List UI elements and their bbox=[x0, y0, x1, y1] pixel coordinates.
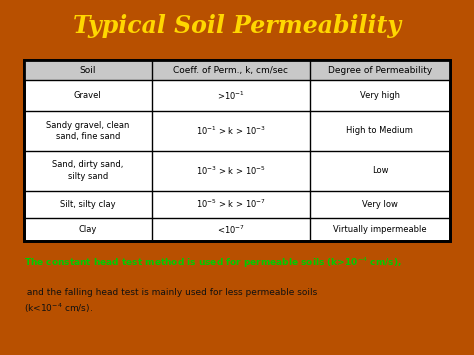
Text: Low: Low bbox=[372, 166, 388, 175]
Text: Silt, silty clay: Silt, silty clay bbox=[60, 200, 116, 209]
Text: High to Medium: High to Medium bbox=[346, 126, 413, 136]
Text: Gravel: Gravel bbox=[74, 91, 101, 100]
Text: Sand, dirty sand,
silty sand: Sand, dirty sand, silty sand bbox=[52, 160, 123, 181]
Text: Very high: Very high bbox=[360, 91, 400, 100]
Text: 10$^{-5}$ > k > 10$^{-7}$: 10$^{-5}$ > k > 10$^{-7}$ bbox=[196, 198, 265, 211]
Text: The constant head test method is used for permeable soils (k>10$^{-4}$ cm/s),: The constant head test method is used fo… bbox=[24, 256, 401, 270]
FancyBboxPatch shape bbox=[24, 60, 450, 80]
Text: Degree of Permeability: Degree of Permeability bbox=[328, 66, 432, 75]
Text: <10$^{-7}$: <10$^{-7}$ bbox=[217, 223, 245, 236]
Text: Soil: Soil bbox=[80, 66, 96, 75]
Text: Typical Soil Permeability: Typical Soil Permeability bbox=[73, 14, 401, 38]
Text: Virtually impermeable: Virtually impermeable bbox=[333, 225, 427, 234]
Text: Clay: Clay bbox=[79, 225, 97, 234]
Text: Coeff. of Perm., k, cm/sec: Coeff. of Perm., k, cm/sec bbox=[173, 66, 288, 75]
Text: Very low: Very low bbox=[362, 200, 398, 209]
Text: 10$^{-1}$ > k > 10$^{-3}$: 10$^{-1}$ > k > 10$^{-3}$ bbox=[196, 125, 265, 137]
Text: >10$^{-1}$: >10$^{-1}$ bbox=[217, 89, 245, 102]
Text: Sandy gravel, clean
sand, fine sand: Sandy gravel, clean sand, fine sand bbox=[46, 121, 129, 141]
FancyBboxPatch shape bbox=[24, 60, 450, 241]
Text: 10$^{-3}$ > k > 10$^{-5}$: 10$^{-3}$ > k > 10$^{-5}$ bbox=[196, 165, 265, 177]
Text: and the falling head test is mainly used for less permeable soils
(k<10$^{-4}$ c: and the falling head test is mainly used… bbox=[24, 288, 317, 315]
